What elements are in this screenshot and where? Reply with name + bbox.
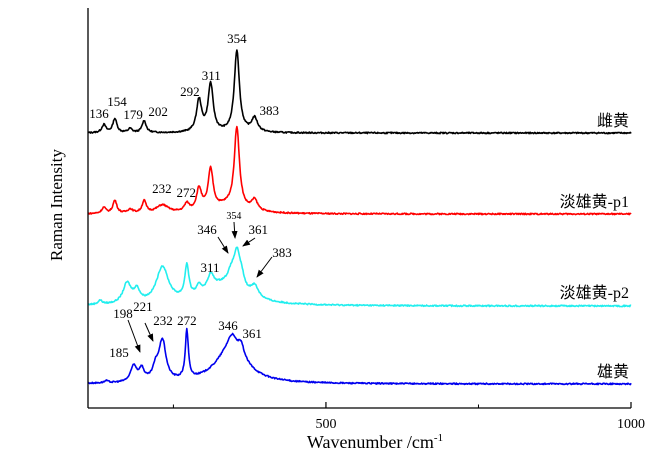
peak-label: 354: [227, 31, 247, 46]
x-axis-label: Wavenumber /cm-1: [307, 432, 443, 452]
annotation-arrow: [231, 221, 238, 239]
x-tick-label: 500: [315, 417, 336, 432]
x-axis-label-text: Wavenumber /cm: [307, 432, 434, 452]
y-axis-label: Raman Intensity: [47, 149, 66, 261]
peak-label: 232: [152, 181, 172, 196]
peak-label: 383: [272, 245, 292, 260]
peak-label: 232: [153, 313, 173, 328]
peak-label: 346: [218, 318, 238, 333]
series-label: 雌黄: [597, 112, 629, 130]
peak-label: 361: [248, 222, 268, 237]
series-layer: [87, 49, 632, 386]
axes-layer: 500 1000: [87, 8, 645, 432]
series-line-3: [87, 246, 632, 308]
series-line-4: [87, 327, 632, 386]
peak-label: 272: [177, 313, 197, 328]
annotation-arrow: [242, 237, 256, 247]
peak-label: 354: [226, 211, 241, 222]
peak-label: 179: [123, 107, 143, 122]
series-line-1: [87, 49, 632, 135]
peak-label: 202: [148, 104, 168, 119]
peak-label: 311: [201, 260, 220, 275]
x-tick-label: 1000: [617, 417, 645, 432]
peak-label: 198: [113, 306, 133, 321]
peak-label: 136: [89, 106, 109, 121]
x-axis-label-superscript: -1: [434, 432, 443, 444]
peak-label: 361: [242, 326, 262, 341]
peak-label: 311: [202, 68, 221, 83]
series-label: 淡雄黄-p2: [560, 284, 629, 302]
annotation-arrow: [256, 256, 273, 278]
series-line-2: [87, 125, 632, 216]
annotation-arrow: [144, 322, 154, 342]
peak-label: 272: [176, 185, 196, 200]
peak-label: 346: [197, 222, 217, 237]
series-label: 雄黄: [597, 363, 629, 381]
peak-label: 221: [133, 299, 153, 314]
annotation-arrow: [217, 236, 229, 254]
series-label: 淡雄黄-p1: [560, 193, 629, 211]
peak-label: 292: [180, 84, 200, 99]
peak-label: 154: [107, 94, 127, 109]
peak-label: 383: [259, 103, 279, 118]
annotation-arrow: [127, 319, 141, 353]
peak-label: 185: [109, 345, 129, 360]
